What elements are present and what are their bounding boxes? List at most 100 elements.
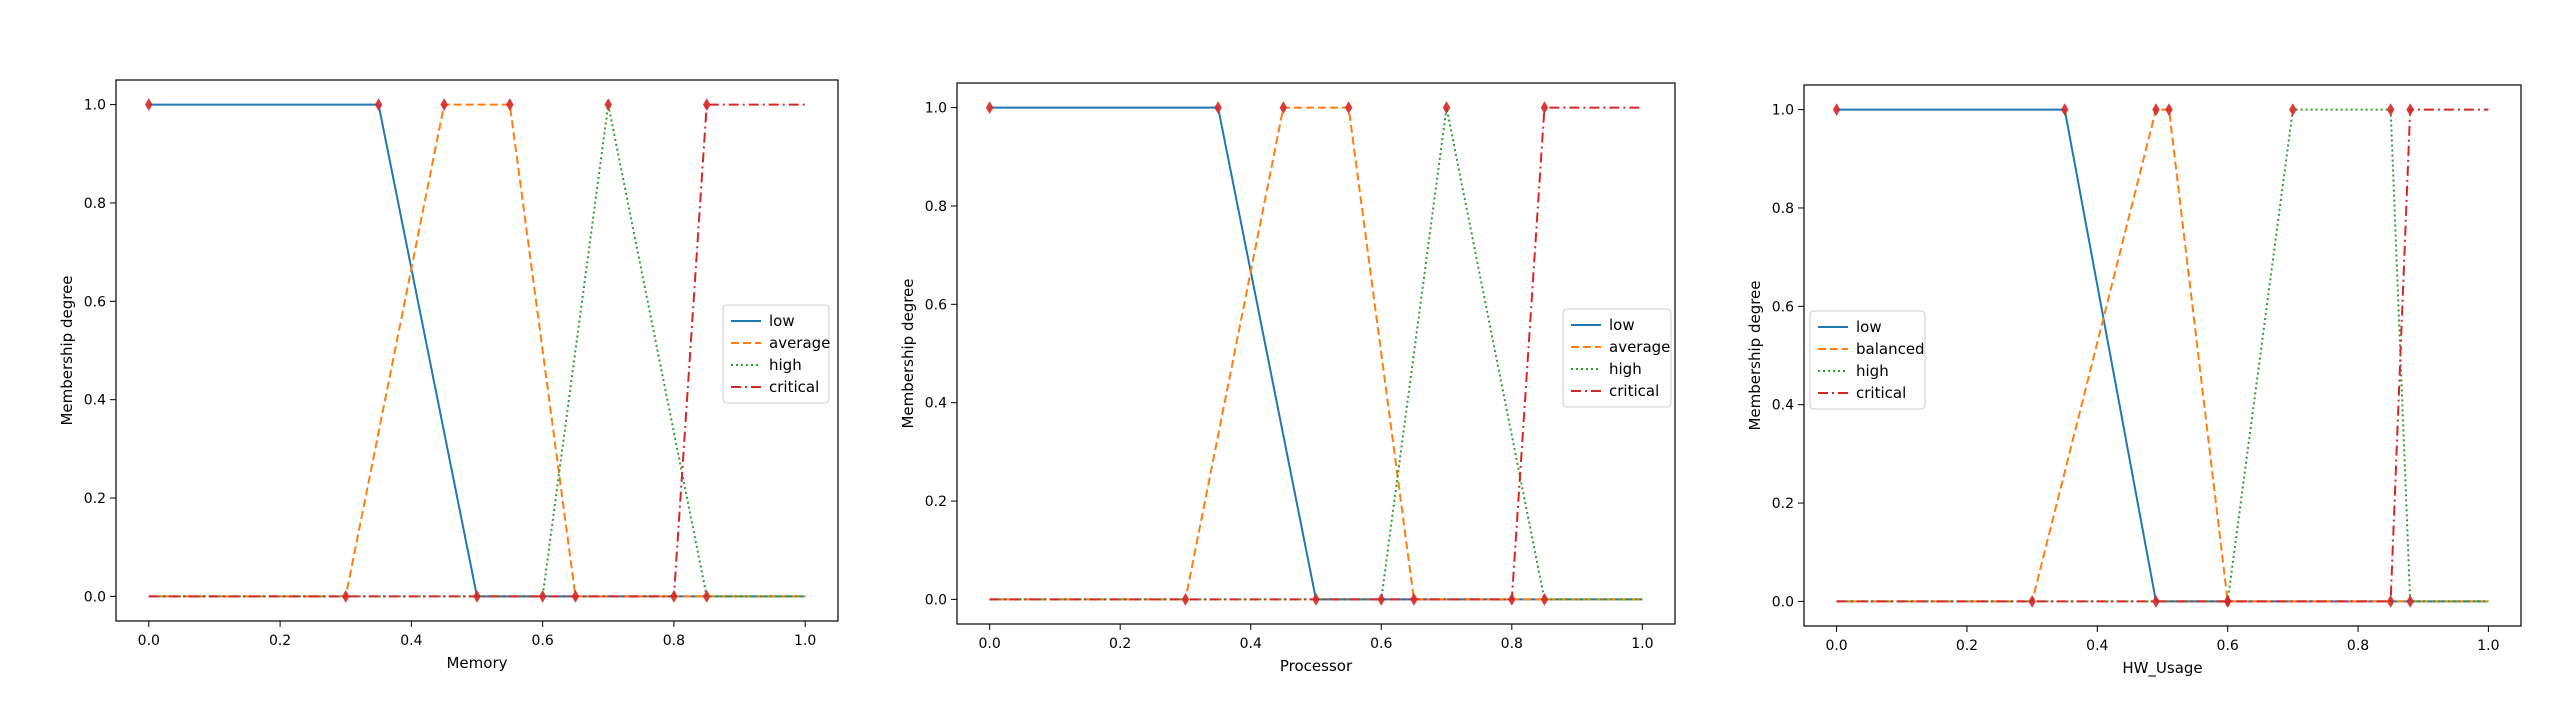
x-tick-label: 0.2 [269,633,291,649]
y-axis-label: Membership degree [1746,280,1764,430]
series-line-low [1836,108,2489,603]
data-point-average-4 [1410,592,1418,606]
legend-label-average: average [769,334,830,352]
legend-label-high: high [769,356,802,374]
legend-label-low: low [1856,318,1882,336]
legend: low average high critical [1562,308,1672,408]
series-line-average [148,103,806,598]
x-tick-label: 0.4 [2086,638,2108,654]
x-axis-label: Memory [446,654,507,672]
data-point-average-1 [1181,592,1190,606]
series-line-low [148,103,806,598]
data-point-high-1 [2223,594,2232,608]
legend-label-balanced: balanced [1856,340,1925,358]
data-point-low-1 [985,101,994,115]
y-tick-label: 0.2 [84,491,106,507]
x-tick-label: 0.4 [1240,636,1262,652]
data-point-critical-2 [2406,103,2414,117]
series-line-critical [989,106,1643,601]
data-point-average-3 [506,98,514,112]
y-tick-label: 0.6 [84,294,106,310]
data-point-high-3 [2386,103,2395,117]
chart-panel-1: 0.0 0.2 0.4 0.6 0.8 1.0 0.0 0.2 0.4 0.6 0.8 1.0 Memo… [58,79,839,672]
y-tick-label: 0.6 [925,297,947,313]
axes-frame [1803,84,2522,627]
y-tick-label: 0.6 [1772,299,1794,315]
data-point-balanced-3 [2165,103,2173,117]
x-tick-label: 0.6 [532,633,554,649]
data-point-critical-2 [1540,101,1549,115]
data-point-low-2 [2060,103,2069,117]
legend: low average high critical [722,304,830,404]
x-axis-label: Processor [1280,657,1353,675]
data-point-average-2 [440,98,448,112]
y-tick-label: 0.4 [84,393,106,409]
x-tick-label: 0.0 [1825,638,1847,654]
x-tick-label: 0.8 [1501,636,1523,652]
y-tick-label: 1.0 [84,98,106,114]
legend-label-high: high [1609,360,1642,378]
y-tick-label: 0.0 [925,592,947,608]
y-tick-label: 0.2 [1772,496,1794,512]
axes-frame [956,82,1676,625]
y-tick-label: 0.4 [1772,398,1794,414]
y-tick-label: 1.0 [1772,103,1794,119]
legend-label-critical: critical [1609,382,1659,400]
x-tick-label: 0.0 [979,636,1001,652]
series-line-low [989,106,1643,601]
y-tick-label: 0.4 [925,396,947,412]
data-point-high-3 [1540,592,1549,606]
legend-label-average: average [1609,338,1670,356]
x-tick-label: 0.4 [400,633,422,649]
y-tick-label: 0.2 [925,494,947,510]
series-line-high [148,103,806,598]
data-point-low-2 [374,98,383,112]
data-point-critical-1 [670,589,678,603]
legend-label-low: low [1609,316,1635,334]
x-tick-label: 0.6 [1370,636,1392,652]
data-point-high-2 [1442,101,1451,115]
data-point-low-1 [145,98,153,112]
data-point-high-2 [2289,103,2297,117]
legend-box [1809,310,1926,410]
data-point-high-1 [538,589,547,603]
chart-panel-3: 0.0 0.2 0.4 0.6 0.8 1.0 0.0 0.2 0.4 0.6 0.8 1.0 HW_U… [1746,84,2522,678]
data-point-balanced-2 [2152,103,2160,117]
data-point-critical-1 [1508,592,1516,606]
legend-box [722,304,830,404]
y-tick-label: 1.0 [925,101,947,117]
data-point-high-4 [2406,594,2414,608]
data-point-high-2 [604,98,613,112]
legend-label-low: low [769,312,795,330]
y-tick-label: 0.8 [84,196,106,212]
x-axis-label: HW_Usage [2122,659,2202,678]
y-tick-label: 0.0 [1772,594,1794,610]
y-tick-label: 0.0 [84,589,106,605]
data-point-average-2 [1279,101,1288,115]
x-tick-label: 1.0 [794,633,816,649]
chart-panel-2: 0.0 0.2 0.4 0.6 0.8 1.0 0.0 0.2 0.4 0.6 0.8 1.0 Proc… [899,82,1676,675]
x-tick-label: 1.0 [2477,638,2499,654]
y-tick-label: 0.8 [925,199,947,215]
data-point-average-4 [571,589,580,603]
data-point-high-3 [702,589,711,603]
legend-label-critical: critical [769,378,819,396]
legend-label-critical: critical [1856,384,1906,402]
legend-label-high: high [1856,362,1889,380]
x-tick-label: 0.6 [2217,638,2239,654]
series-line-critical [1836,108,2489,603]
axes-frame [115,79,839,622]
x-tick-label: 0.8 [2347,638,2369,654]
y-axis-label: Membership degree [899,278,917,428]
data-point-high-1 [1377,592,1386,606]
data-point-average-3 [1344,101,1353,115]
data-point-average-1 [341,589,350,603]
x-tick-label: 0.2 [1956,638,1978,654]
data-point-low-3 [473,589,481,603]
x-tick-label: 0.2 [1109,636,1131,652]
data-point-balanced-1 [2028,594,2036,608]
data-point-critical-2 [702,98,711,112]
x-tick-label: 1.0 [1631,636,1653,652]
